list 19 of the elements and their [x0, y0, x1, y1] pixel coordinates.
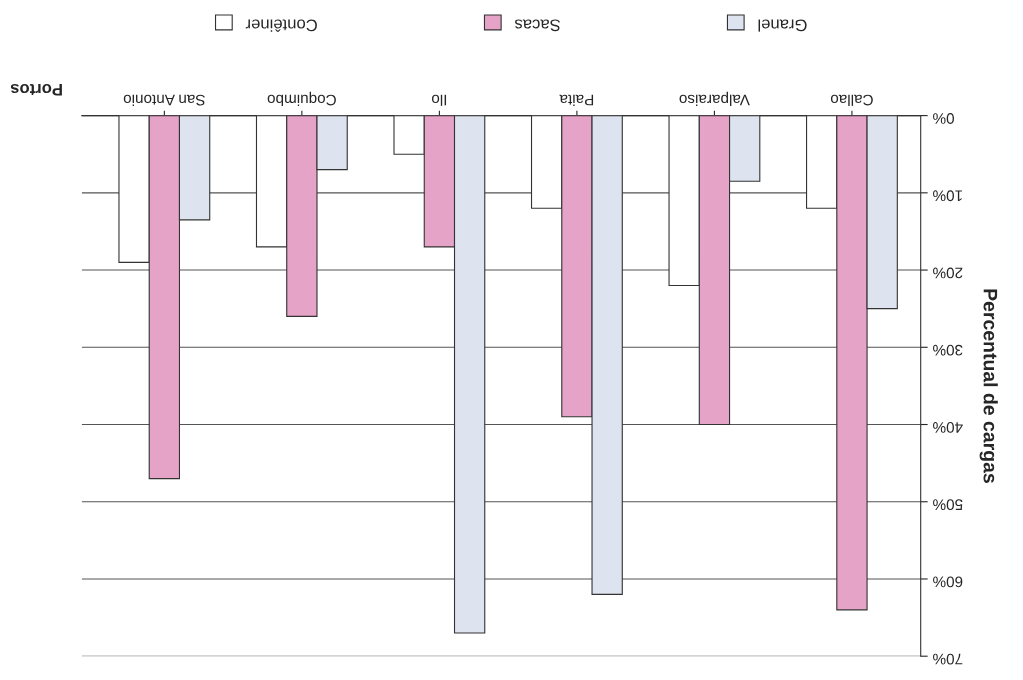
x-tick-label: Valparaiso — [679, 91, 750, 106]
y-tick-label: 0% — [933, 113, 954, 124]
y-tick-label: 70% — [933, 653, 963, 665]
legend-label: Sacas — [515, 19, 561, 32]
x-tick-label: Ilo — [431, 94, 447, 106]
x-axis-title: Portos — [10, 83, 62, 96]
x-tick-label: Paita — [559, 94, 594, 106]
y-tick-label: 10% — [933, 190, 962, 202]
x-tick-label: San Antonio — [123, 94, 205, 106]
y-tick-label: 60% — [933, 576, 963, 588]
y-axis-title: Percentual de cargas — [979, 289, 998, 483]
y-tick-label: 30% — [933, 344, 963, 356]
y-tick-label: 20% — [933, 267, 963, 279]
legend-label: Contêiner — [245, 19, 317, 32]
legend-label: Granel — [758, 19, 807, 32]
y-tick-label: 40% — [933, 422, 963, 433]
y-tick-label: 50% — [933, 499, 963, 511]
x-tick-label: Coquimbo — [267, 91, 336, 106]
x-tick-label: Callao — [830, 94, 873, 106]
